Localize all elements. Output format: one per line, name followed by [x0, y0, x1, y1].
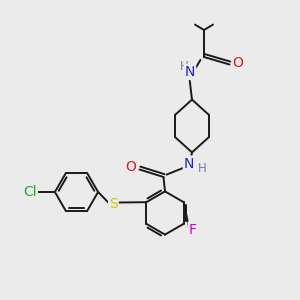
Text: H: H: [198, 162, 207, 176]
Text: O: O: [126, 160, 136, 173]
Text: H: H: [180, 60, 189, 73]
Text: N: N: [185, 65, 195, 79]
Text: N: N: [184, 157, 194, 170]
Text: O: O: [232, 56, 243, 70]
Text: Cl: Cl: [23, 185, 37, 199]
Text: S: S: [109, 197, 118, 211]
Text: F: F: [189, 223, 196, 236]
